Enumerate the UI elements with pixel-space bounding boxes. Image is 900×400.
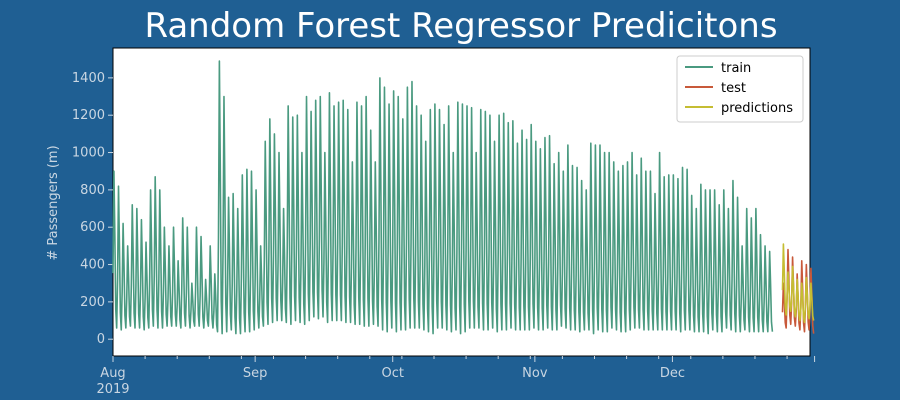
y-tick-label: 0 [97,332,105,347]
series-line-train [112,60,774,335]
x-tick-label: Nov [522,366,548,381]
series-line-predictions [781,243,815,324]
y-tick-label: 600 [80,220,105,235]
x-tick-label: Dec [660,366,685,381]
y-tick-label: 400 [80,258,105,273]
legend-label-train: train [721,61,751,76]
chart-title: Random Forest Regressor Predicitons [144,6,778,46]
legend: train test predictions [676,55,804,123]
x-tick-label: Oct [381,366,403,381]
x-tick-label: Sep [243,366,268,381]
legend-label-predictions: predictions [721,101,793,116]
x-tick-sublabel: 2019 [96,382,129,397]
y-tick-label: 200 [80,295,105,310]
y-axis-label: # Passengers (m) [46,145,61,260]
y-tick-label: 1000 [72,146,105,161]
x-tick-label: Aug [100,366,125,381]
legend-box [676,55,804,123]
legend-label-test: test [721,81,746,96]
y-tick-label: 800 [80,183,105,198]
series-layer [112,60,815,335]
y-axis: 0 200 400 600 800 1000 1200 1400 [72,71,113,347]
y-tick-label: 1400 [72,71,105,86]
y-tick-label: 1200 [72,108,105,123]
